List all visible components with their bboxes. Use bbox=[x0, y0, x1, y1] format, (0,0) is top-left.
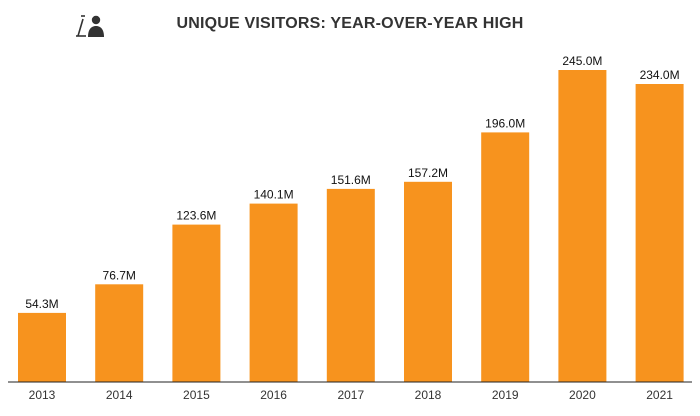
data-label-2018: 157.2M bbox=[408, 166, 448, 180]
presenter-person-icon bbox=[76, 15, 104, 37]
x-tick-label-2016: 2016 bbox=[260, 388, 287, 402]
data-label-2017: 151.6M bbox=[331, 173, 371, 187]
data-label-2014: 76.7M bbox=[103, 268, 136, 282]
bar-2015 bbox=[172, 224, 221, 382]
x-tick-label-2019: 2019 bbox=[492, 388, 519, 402]
x-tick-label-2013: 2013 bbox=[29, 388, 56, 402]
data-label-2015: 123.6M bbox=[176, 209, 216, 223]
chart-title: UNIQUE VISITORS: YEAR-OVER-YEAR HIGH bbox=[176, 15, 524, 32]
x-tick-label-2015: 2015 bbox=[183, 388, 210, 402]
bar-2017 bbox=[326, 188, 375, 382]
x-tick-label-2020: 2020 bbox=[569, 388, 596, 402]
data-label-2019: 196.0M bbox=[485, 116, 525, 130]
bar-2014 bbox=[95, 284, 144, 382]
bar-2018 bbox=[404, 181, 452, 382]
bar-2019 bbox=[481, 132, 530, 382]
bar-2020 bbox=[558, 70, 607, 382]
x-tick-label-2014: 2014 bbox=[106, 388, 133, 402]
bar-2021 bbox=[635, 84, 684, 382]
x-tick-label-2017: 2017 bbox=[337, 388, 364, 402]
x-tick-label-2021: 2021 bbox=[646, 388, 673, 402]
data-label-2021: 234.0M bbox=[640, 68, 680, 82]
x-tick-label-2018: 2018 bbox=[415, 388, 442, 402]
data-label-2016: 140.1M bbox=[254, 188, 294, 202]
bar-2013 bbox=[18, 312, 66, 382]
data-label-2020: 245.0M bbox=[562, 54, 602, 68]
bar-2016 bbox=[249, 203, 298, 382]
data-label-2013: 54.3M bbox=[25, 297, 58, 311]
